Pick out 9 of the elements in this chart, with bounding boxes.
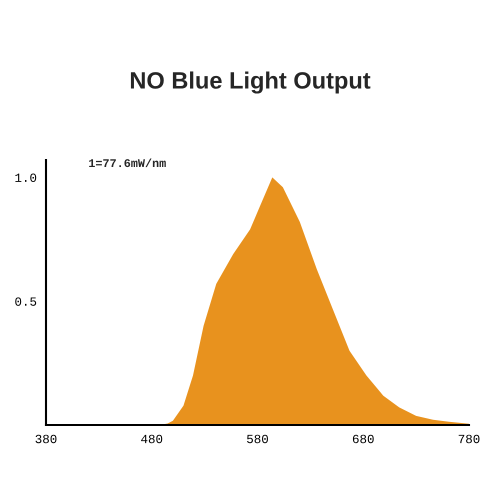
annotation: 1=77.6mW/nm xyxy=(89,158,166,168)
y-tick-label: 0.5 xyxy=(15,297,36,306)
x-tick-label: 480 xyxy=(141,434,162,444)
x-tick-label: 580 xyxy=(247,434,268,444)
x-tick-label: 380 xyxy=(36,434,56,444)
chart-title: NO Blue Light Output xyxy=(130,71,370,94)
x-tick-label: 680 xyxy=(352,434,374,444)
x-tick-label: 780 xyxy=(458,434,480,444)
y-tick-label: 1.0 xyxy=(15,174,36,182)
